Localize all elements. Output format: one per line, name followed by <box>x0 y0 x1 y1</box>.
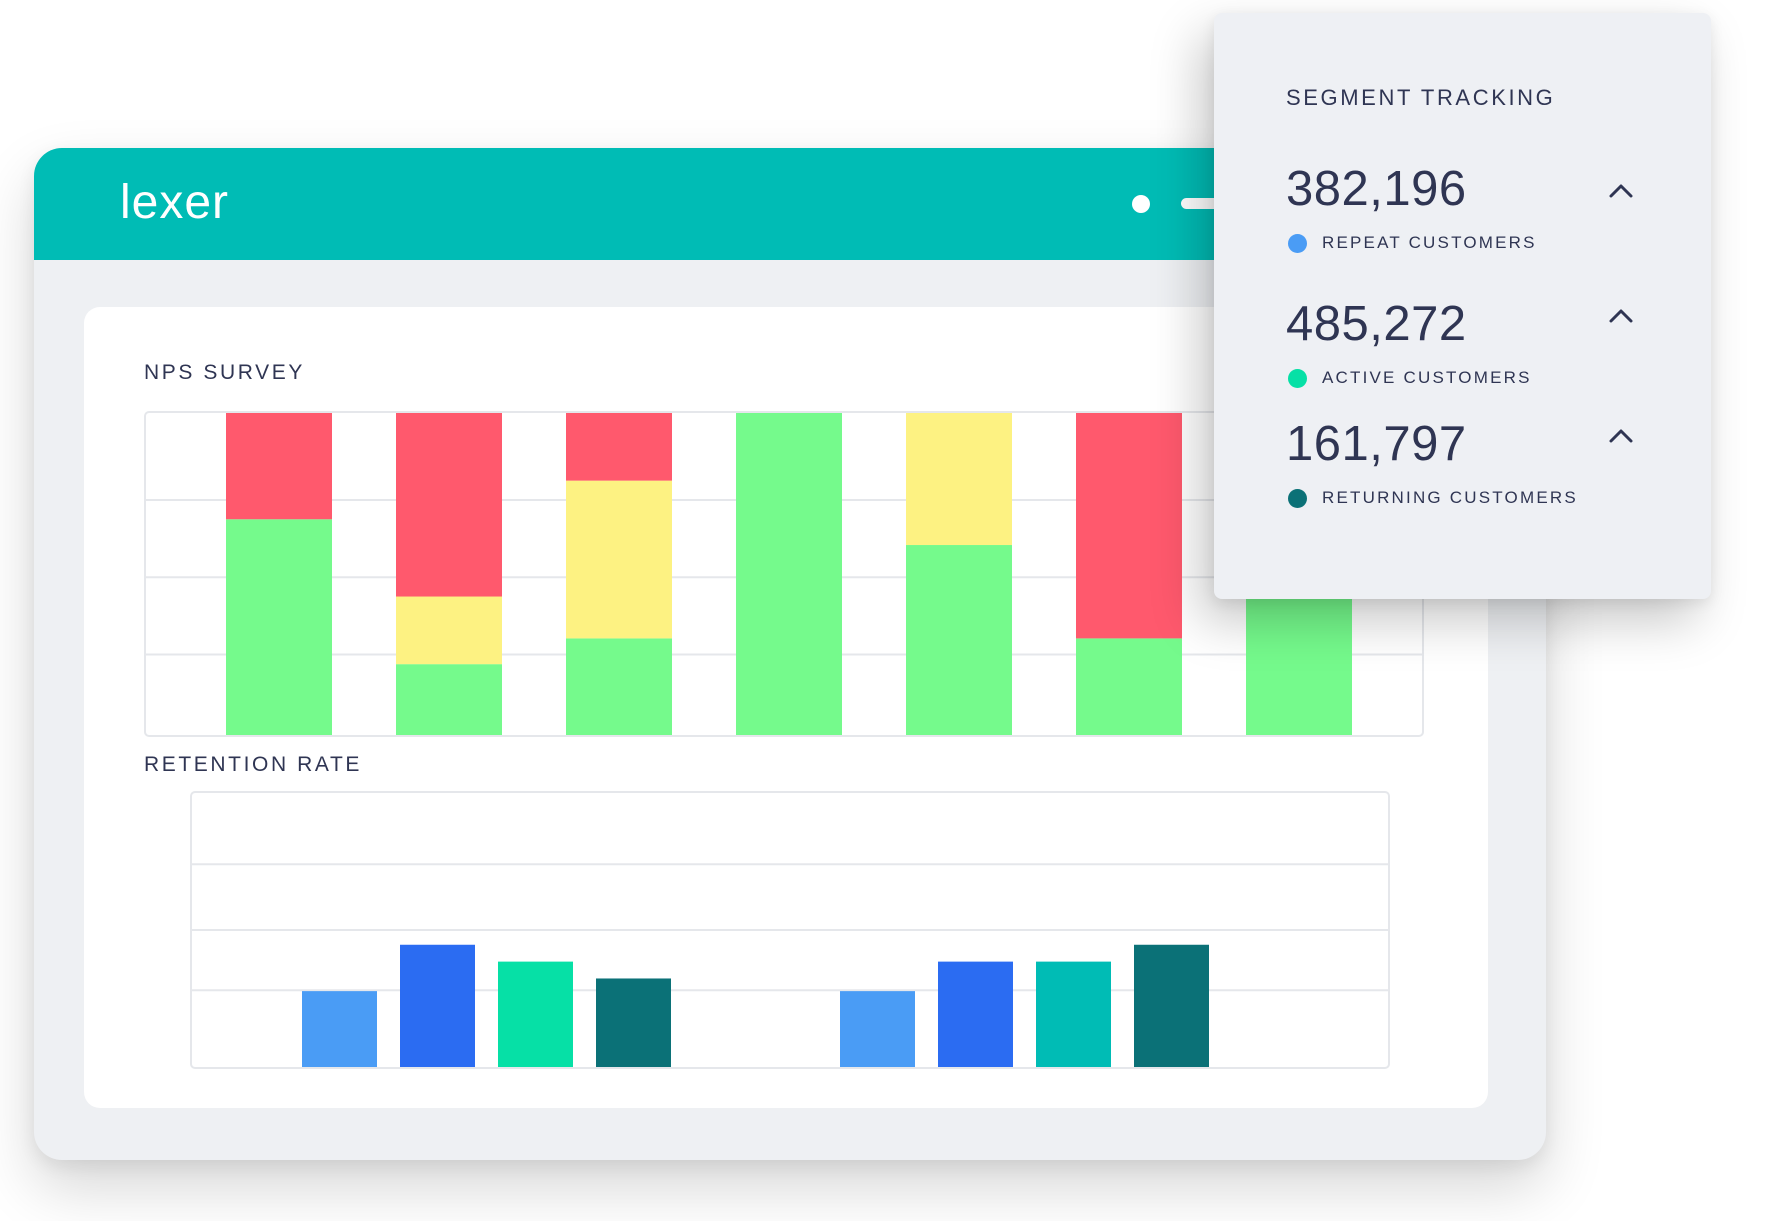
nps-bar-segment <box>226 519 332 735</box>
retention-bar <box>1134 944 1209 1067</box>
legend-dot <box>1288 234 1307 253</box>
nps-bar-segment <box>396 596 502 665</box>
retention-bar <box>938 961 1013 1067</box>
retention-bar <box>302 991 377 1067</box>
svg-text:lexer: lexer <box>120 176 229 229</box>
window-control-minimize[interactable] <box>1181 198 1241 209</box>
retention-bar <box>596 978 671 1067</box>
chevron-up-icon[interactable] <box>1606 426 1636 446</box>
retention-rate-title: RETENTION RATE <box>144 753 363 776</box>
nps-bar-segment <box>226 413 332 520</box>
chevron-up-icon[interactable] <box>1606 306 1636 326</box>
metric-value: 485,272 <box>1286 297 1467 351</box>
nps-bar-segment <box>906 545 1012 735</box>
segment-tracking-panel: SEGMENT TRACKING 382,196 REPEAT CUSTOMER… <box>1214 13 1711 599</box>
window-control-dot[interactable] <box>1132 195 1150 213</box>
metric-active-customers[interactable]: 485,272 ACTIVE CUSTOMERS <box>1286 296 1666 406</box>
nps-bar-segment <box>906 413 1012 546</box>
retention-bar <box>1036 961 1111 1067</box>
nps-survey-chart <box>144 411 1424 737</box>
metric-label: REPEAT CUSTOMERS <box>1322 233 1537 252</box>
nps-bar-segment <box>1076 638 1182 735</box>
nps-bar-segment <box>566 480 672 639</box>
nps-bar-segment <box>736 413 842 735</box>
nps-bar-segment <box>566 638 672 735</box>
nps-bar-segment <box>566 413 672 481</box>
segment-tracking-title: SEGMENT TRACKING <box>1286 85 1556 110</box>
metric-label: ACTIVE CUSTOMERS <box>1322 368 1532 387</box>
lexer-logo[interactable]: lexer <box>120 174 270 230</box>
metric-repeat-customers[interactable]: 382,196 REPEAT CUSTOMERS <box>1286 161 1666 271</box>
nps-survey-title: NPS SURVEY <box>144 361 305 384</box>
nps-bar-segment <box>396 413 502 597</box>
retention-bar <box>400 944 475 1067</box>
metric-returning-customers[interactable]: 161,797 RETURNING CUSTOMERS <box>1286 416 1666 526</box>
nps-bar-segment <box>1076 413 1182 639</box>
legend-dot <box>1288 369 1307 388</box>
retention-chart-svg <box>192 863 1388 1067</box>
legend-dot <box>1288 489 1307 508</box>
nps-bar-segment <box>396 664 502 735</box>
metric-value: 161,797 <box>1286 417 1467 471</box>
retention-rate-chart <box>190 791 1390 1069</box>
retention-bar <box>498 961 573 1067</box>
metric-value: 382,196 <box>1286 162 1467 216</box>
metric-label: RETURNING CUSTOMERS <box>1322 488 1578 507</box>
chevron-up-icon[interactable] <box>1606 181 1636 201</box>
retention-bar <box>840 991 915 1067</box>
